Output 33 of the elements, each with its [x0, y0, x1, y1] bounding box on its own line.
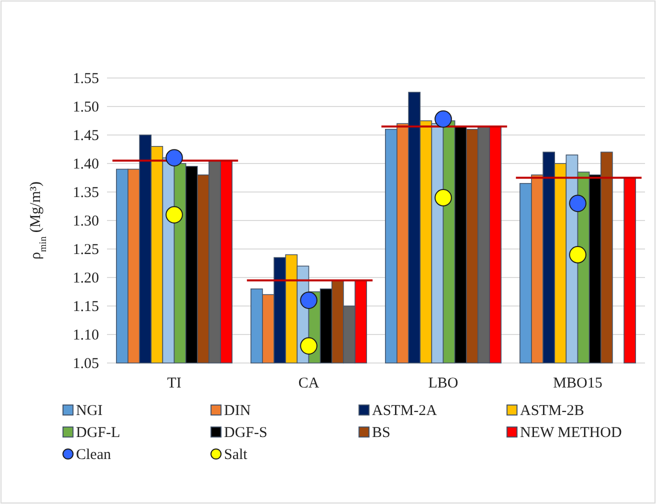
y-tick-label: 1.45 [72, 128, 99, 144]
legend-label: NEW METHOD [520, 425, 622, 441]
y-tick-label: 1.55 [72, 70, 99, 87]
y-tick-label: 1.35 [72, 184, 99, 201]
point [434, 110, 452, 128]
legend-label: NGI [76, 403, 103, 419]
y-tick-label: 1.05 [72, 356, 99, 372]
y-tick-label: 1.40 [72, 156, 99, 172]
point [166, 149, 183, 166]
x-tick-label: CA [298, 376, 320, 392]
legend-label: Clean [76, 447, 112, 463]
point [434, 189, 452, 206]
point [166, 206, 183, 224]
y-tick-label: 1.30 [72, 213, 99, 230]
legend-label: ASTM-2B [520, 403, 584, 419]
x-tick-label: MBO15 [553, 376, 602, 392]
legend-label: BS [372, 425, 390, 441]
legend-label: DIN [224, 403, 251, 419]
y-tick-label: 1.15 [72, 298, 99, 315]
y-tick-label: 1.50 [72, 99, 99, 116]
y-tick-label: 1.10 [72, 327, 99, 344]
legend-label: DGF-L [76, 425, 120, 441]
y-tick-label: 1.20 [72, 270, 99, 286]
legend-label: Salt [224, 447, 248, 463]
point [300, 337, 318, 355]
x-tick-label: TI [167, 376, 182, 392]
point [300, 292, 318, 309]
point [569, 246, 586, 264]
point [569, 194, 586, 212]
x-tick-label: LBO [428, 376, 458, 392]
legend-label: DGF-S [224, 425, 268, 441]
legend-label: ASTM-2A [372, 403, 438, 419]
y-tick-label: 1.25 [72, 242, 99, 258]
